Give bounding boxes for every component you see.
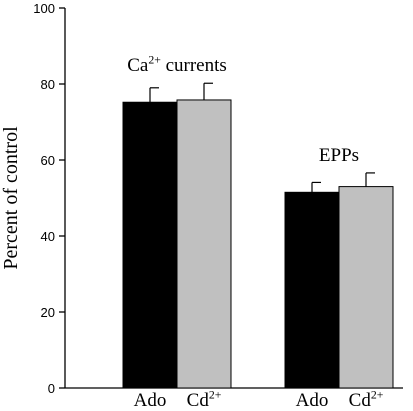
x-tick-label: Cd2+ <box>349 388 384 411</box>
x-tick-label: Ado <box>134 390 167 411</box>
bar <box>338 186 394 389</box>
bar <box>284 191 340 389</box>
group-label: EPPs <box>319 145 359 166</box>
y-tick-label: 0 <box>48 381 55 396</box>
x-tick-label: Ado <box>296 390 329 411</box>
bar <box>122 101 178 389</box>
y-axis-label: Percent of control <box>0 126 22 270</box>
y-tick-label: 40 <box>41 229 55 244</box>
y-tick-label: 60 <box>41 153 55 168</box>
x-tick-label: Cd2+ <box>187 388 222 411</box>
bar <box>176 99 232 389</box>
y-tick-label: 100 <box>33 1 55 16</box>
bars <box>122 82 394 389</box>
y-tick-label: 20 <box>41 305 55 320</box>
axes: 0 20 40 60 80 100 Percent of control <box>0 1 403 396</box>
y-tick-label: 80 <box>41 77 55 92</box>
group-label: Ca2+ currents <box>127 54 227 77</box>
labels: Ado Cd2+ Ca2+ currents Ado Cd2+ EPPs <box>127 54 384 411</box>
